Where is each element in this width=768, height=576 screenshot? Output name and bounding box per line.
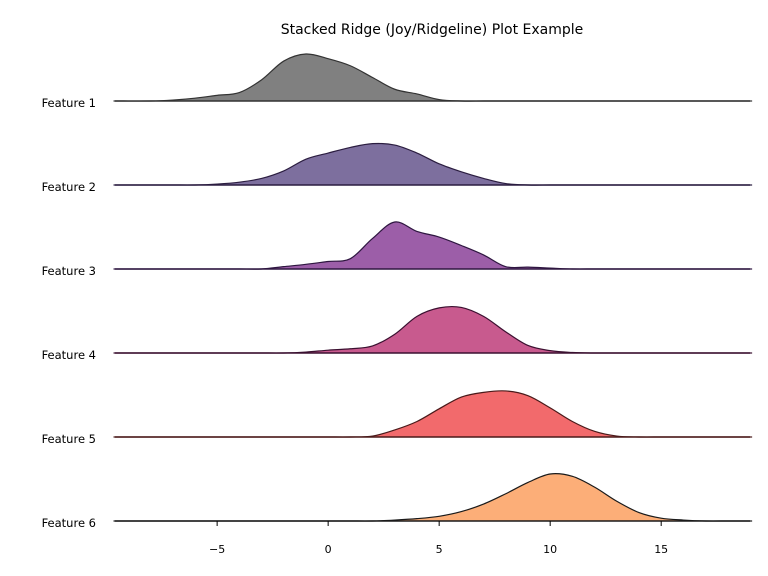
x-tick-label-4: 10 <box>543 543 557 556</box>
ridge-line-6 <box>113 473 753 522</box>
series-label-4: Feature 4 <box>42 348 96 362</box>
ridge-2: Feature 2 <box>42 142 753 194</box>
ridge-6: Feature 6 <box>42 473 753 530</box>
ridge-4: Feature 4 <box>42 305 753 362</box>
ridge-line-1 <box>113 53 753 102</box>
ridge-area-2 <box>113 143 752 186</box>
ridge-area-6 <box>113 473 752 522</box>
series-label-2: Feature 2 <box>42 180 96 194</box>
series-label-6: Feature 6 <box>42 516 96 530</box>
ridge-area-1 <box>113 53 752 102</box>
ridge-1: Feature 1 <box>42 53 753 110</box>
series-label-1: Feature 1 <box>42 96 96 110</box>
chart-title: Stacked Ridge (Joy/Ridgeline) Plot Examp… <box>281 22 584 38</box>
series-label-3: Feature 3 <box>42 264 96 278</box>
ridges-group: Feature 1 Feature 2 Feature 3 Feature 4 Feat… <box>42 53 753 530</box>
ridge-area-5 <box>113 390 752 438</box>
ridge-3: Feature 3 <box>42 221 753 278</box>
x-tick-label-5: 15 <box>654 543 668 556</box>
ridge-area-3 <box>113 221 752 270</box>
ridge-5: Feature 5 <box>42 390 753 446</box>
ridge-area-4 <box>113 306 752 354</box>
x-tick-label-1: −5 <box>209 543 225 556</box>
x-tick-label-2: 0 <box>325 543 332 556</box>
series-label-5: Feature 5 <box>42 432 96 446</box>
x-tick-label-3: 5 <box>436 543 443 556</box>
x-axis: −5 0 5 10 15 <box>209 521 668 556</box>
